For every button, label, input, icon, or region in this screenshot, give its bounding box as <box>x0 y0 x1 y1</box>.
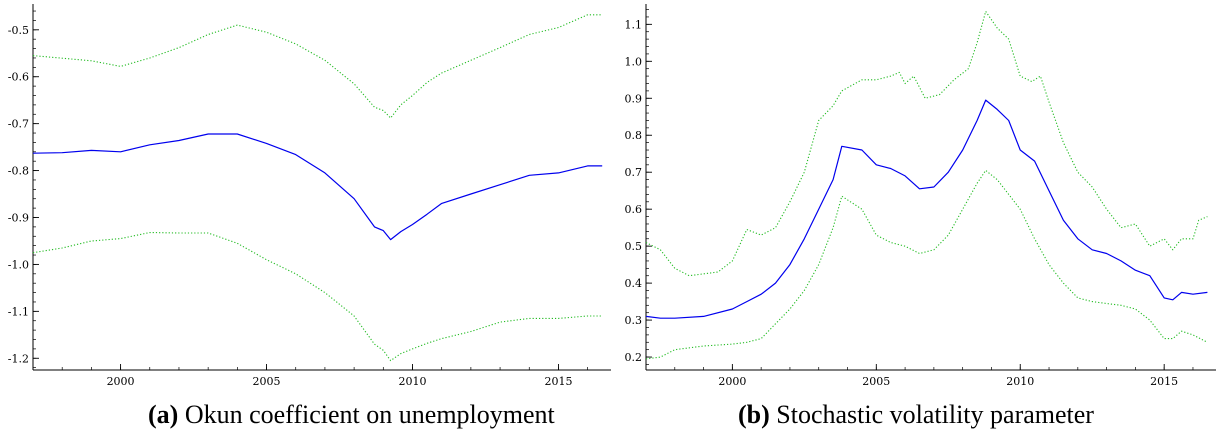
caption-a-text: Okun coefficient on unemployment <box>184 400 555 429</box>
x-tick-label: 2005 <box>253 375 281 388</box>
series-line-upper <box>32 14 603 119</box>
x-tick-label: 2015 <box>544 375 572 388</box>
caption-b-tag: (b) <box>738 400 770 429</box>
y-tick-label: -1.2 <box>8 352 29 365</box>
caption-b: (b) Stochastic volatility parameter <box>738 400 1094 430</box>
panel-b-volatility-chart: 1.1 1.0 0.9 0.8 0.7 0.6 0.5 0.4 0.3 0.2 2000 2005 20… <box>625 4 1216 388</box>
y-tick-label: -0.5 <box>8 24 29 37</box>
y-tick-label: -1.1 <box>8 305 29 318</box>
x-tick-label: 2000 <box>718 375 746 388</box>
x-tick-label: 2010 <box>398 375 426 388</box>
y-tick-label: -0.6 <box>8 71 29 84</box>
y-tick-label: -0.7 <box>8 118 29 131</box>
x-tick-label: 2000 <box>107 375 135 388</box>
series-line-mean <box>645 99 1208 319</box>
y-tick-label: 0.3 <box>625 314 643 327</box>
series-line-lower <box>32 231 603 362</box>
panel-a-okun-chart: -0.5 -0.6 -0.7 -0.8 -0.9 -1.0 -1.1 -1.2 2000 2005… <box>8 4 611 388</box>
caption-b-text: Stochastic volatility parameter <box>776 400 1094 429</box>
series-line-mean <box>32 133 603 241</box>
series-line-upper <box>645 10 1208 277</box>
caption-a-tag: (a) <box>148 400 179 429</box>
y-tick-label: 0.5 <box>625 240 643 253</box>
y-tick-label: 0.2 <box>625 351 643 364</box>
x-tick-label: 2005 <box>862 375 890 388</box>
series-line-lower <box>645 169 1208 360</box>
y-tick-label: 0.8 <box>625 129 643 142</box>
x-tick-label: 2010 <box>1006 375 1034 388</box>
y-tick-label: 0.7 <box>625 166 643 179</box>
y-tick-label: 1.1 <box>625 18 643 31</box>
caption-a: (a) Okun coefficient on unemployment <box>148 400 555 430</box>
y-tick-label: 1.0 <box>625 55 643 68</box>
y-tick-label: 0.9 <box>625 92 643 105</box>
y-tick-label: -0.9 <box>8 212 29 225</box>
y-tick-label: -1.0 <box>8 258 29 271</box>
y-tick-label: 0.6 <box>625 203 643 216</box>
y-tick-label: -0.8 <box>8 165 29 178</box>
x-tick-label: 2015 <box>1150 375 1178 388</box>
y-tick-label: 0.4 <box>625 277 643 290</box>
